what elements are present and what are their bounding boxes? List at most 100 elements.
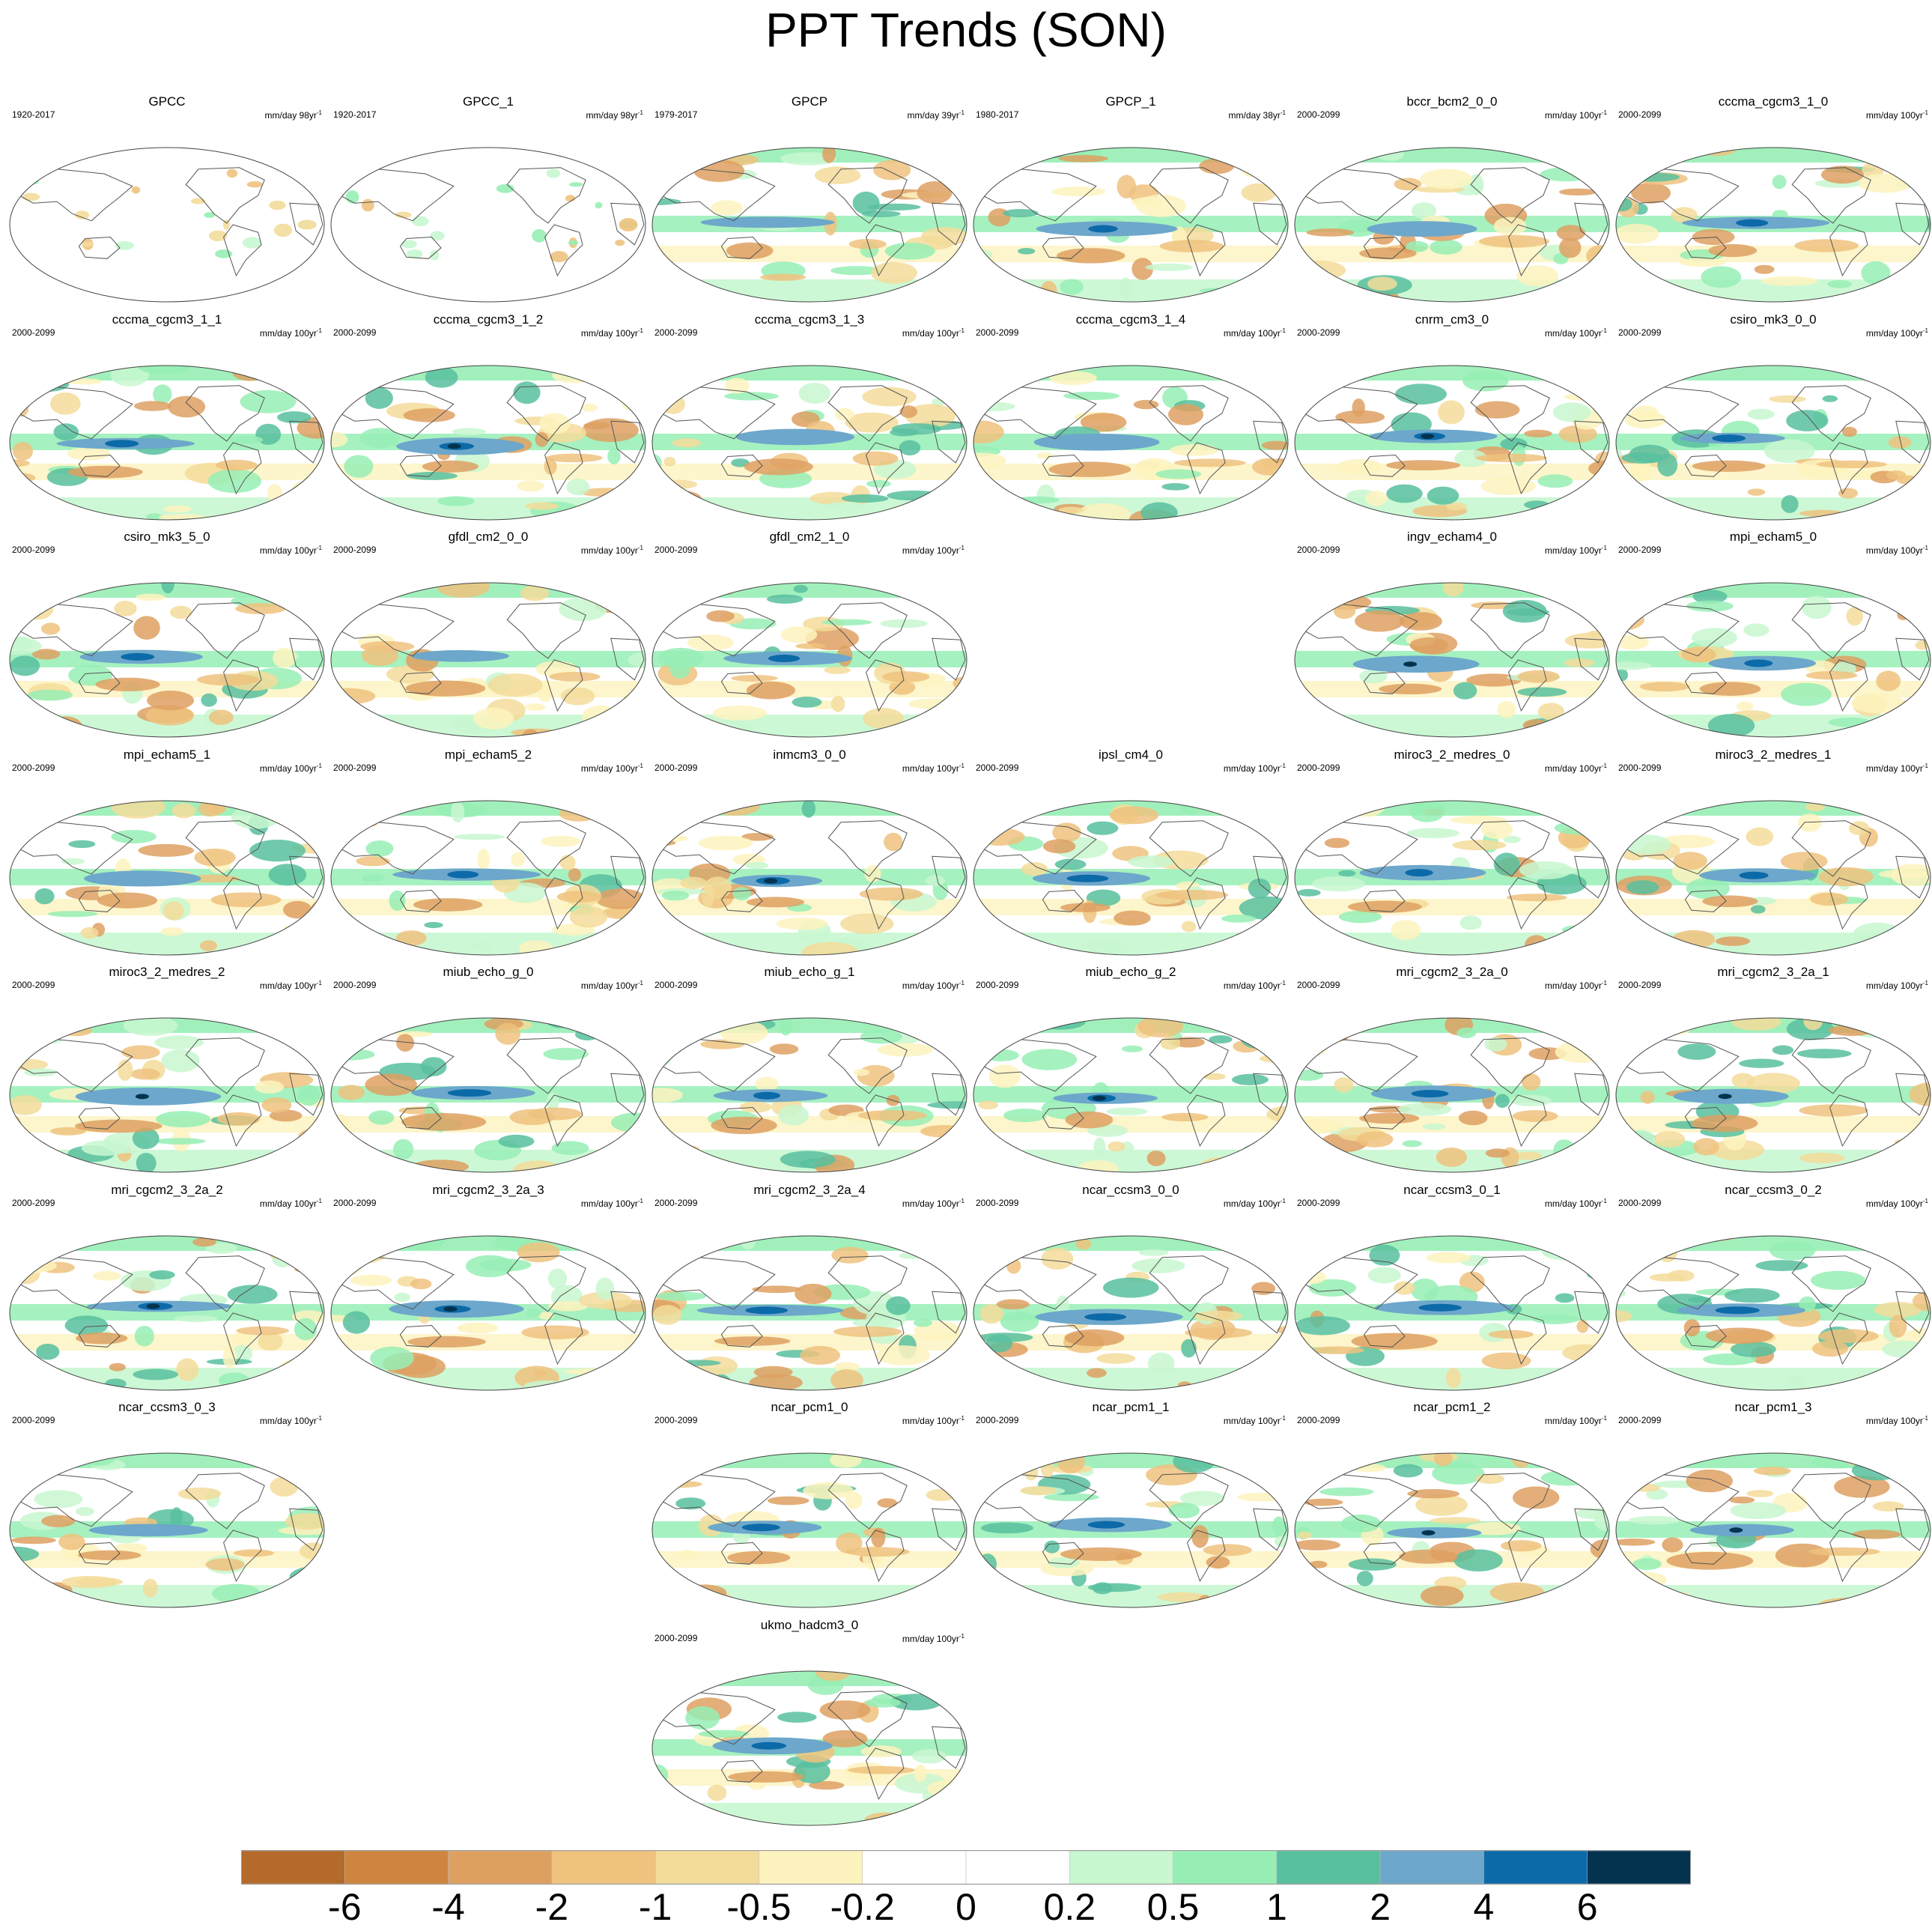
trend-patch — [886, 1296, 911, 1315]
trend-patch — [285, 490, 319, 512]
trend-patch — [1233, 1246, 1286, 1254]
trend-patch — [545, 1018, 575, 1028]
trend-patch — [706, 610, 735, 622]
trend-patch — [131, 186, 141, 194]
trend-patch — [58, 1533, 85, 1550]
trend-patch — [914, 1318, 932, 1327]
trend-patch — [135, 1094, 149, 1100]
trend-patch — [1848, 820, 1870, 835]
trend-patch — [117, 1059, 133, 1081]
trend-patch — [618, 1022, 645, 1037]
trend-patch — [1170, 443, 1219, 456]
panel-title: cccma_cgcm3_1_3 — [754, 312, 865, 327]
trend-patch — [452, 427, 486, 435]
trend-patch — [619, 218, 638, 231]
trend-patch — [422, 460, 479, 473]
map-canvas — [1294, 800, 1610, 955]
coastline — [827, 167, 908, 224]
coastline — [979, 1474, 1097, 1527]
trend-patch — [899, 440, 921, 455]
trend-patch — [1692, 1115, 1758, 1133]
trend-patch — [711, 1116, 777, 1135]
coastline — [1621, 821, 1740, 874]
trend-patch — [1063, 391, 1120, 400]
trend-patch — [1635, 714, 1684, 725]
panel-units: mm/day 100yr-1 — [260, 761, 322, 774]
coastline — [1042, 1106, 1084, 1130]
coastline — [1791, 819, 1871, 877]
trend-patch — [528, 1107, 583, 1121]
trend-patch — [1781, 851, 1828, 870]
trend-patch — [1310, 1346, 1364, 1354]
trend-patch — [1295, 367, 1322, 384]
coastline — [1187, 1094, 1226, 1148]
trend-patch — [1403, 661, 1418, 667]
trend-patch — [1140, 502, 1178, 520]
panel-units-text: mm/day 100yr — [580, 980, 638, 991]
trend-patch — [1173, 1453, 1215, 1473]
trend-patch — [1667, 1269, 1695, 1282]
trend-patch — [401, 1113, 487, 1131]
coastline — [827, 1473, 908, 1530]
trend-band — [1616, 800, 1931, 816]
map-border — [651, 1235, 967, 1390]
trend-patch — [1616, 1557, 1626, 1577]
trend-patch — [778, 1018, 793, 1036]
trend-patch — [926, 1032, 946, 1041]
trend-patch — [365, 386, 393, 409]
trend-patch — [437, 583, 490, 598]
trend-patch — [1057, 248, 1126, 264]
coastline — [866, 1312, 905, 1365]
trend-patch — [336, 1246, 386, 1264]
trend-patch — [724, 378, 750, 393]
trend-patch — [41, 622, 61, 635]
coastline — [185, 819, 265, 877]
trend-patch — [1731, 1018, 1781, 1031]
coastline — [15, 386, 133, 439]
trend-patch — [1295, 379, 1334, 396]
coastline — [1574, 420, 1609, 464]
map-panel: cccma_cgcm3_1_1 2000-2099 mm/day 100yr-1 — [6, 312, 328, 526]
trend-patch — [300, 495, 324, 512]
trend-patch — [1736, 219, 1769, 227]
trend-patch — [614, 583, 635, 595]
coastline — [185, 167, 265, 224]
trend-patch — [1623, 1023, 1647, 1048]
trend-patch — [669, 657, 690, 679]
coastline — [223, 441, 262, 494]
trend-patch — [652, 281, 683, 288]
trend-patch — [652, 839, 668, 848]
map-canvas — [651, 1670, 967, 1825]
map-panel: ncar_ccsm3_0_3 2000-2099 mm/day 100yr-1 — [6, 1400, 328, 1613]
coastline — [610, 1073, 645, 1116]
trend-patch — [191, 198, 206, 204]
trend-patch — [582, 705, 620, 728]
trend-patch — [473, 707, 514, 730]
trend-band — [10, 1150, 324, 1172]
coastline — [657, 1256, 776, 1309]
trend-patch — [1591, 586, 1609, 606]
colorbar-tick-label: 0.5 — [1146, 1886, 1200, 1928]
map-panel: ncar_pcm1_3 2000-2099 mm/day 100yr-1 — [1612, 1400, 1932, 1613]
trend-patch — [871, 1527, 886, 1548]
coastline — [506, 819, 586, 877]
trend-patch — [1453, 1549, 1503, 1571]
trend-patch — [1386, 459, 1461, 470]
panel-title: miub_echo_g_0 — [443, 965, 534, 979]
trend-patch — [1493, 216, 1527, 236]
trend-band — [1295, 715, 1609, 737]
trend-patch — [1874, 592, 1897, 601]
trend-patch — [985, 1334, 1013, 1352]
trend-patch — [1093, 1095, 1107, 1101]
trend-patch — [926, 1488, 957, 1501]
map-panel: cccma_cgcm3_1_0 2000-2099 mm/day 100yr-1 — [1612, 94, 1932, 308]
trend-patch — [1040, 1456, 1054, 1479]
trend-patch — [1060, 902, 1111, 912]
trend-patch — [270, 1476, 299, 1497]
coastline — [866, 1530, 905, 1583]
panel-units: mm/day 100yr-1 — [260, 978, 322, 991]
panel-units: mm/day 100yr-1 — [260, 1413, 322, 1426]
trend-patch — [133, 1368, 178, 1380]
colorbar-swatch — [1587, 1850, 1691, 1885]
trend-patch — [1253, 817, 1288, 834]
